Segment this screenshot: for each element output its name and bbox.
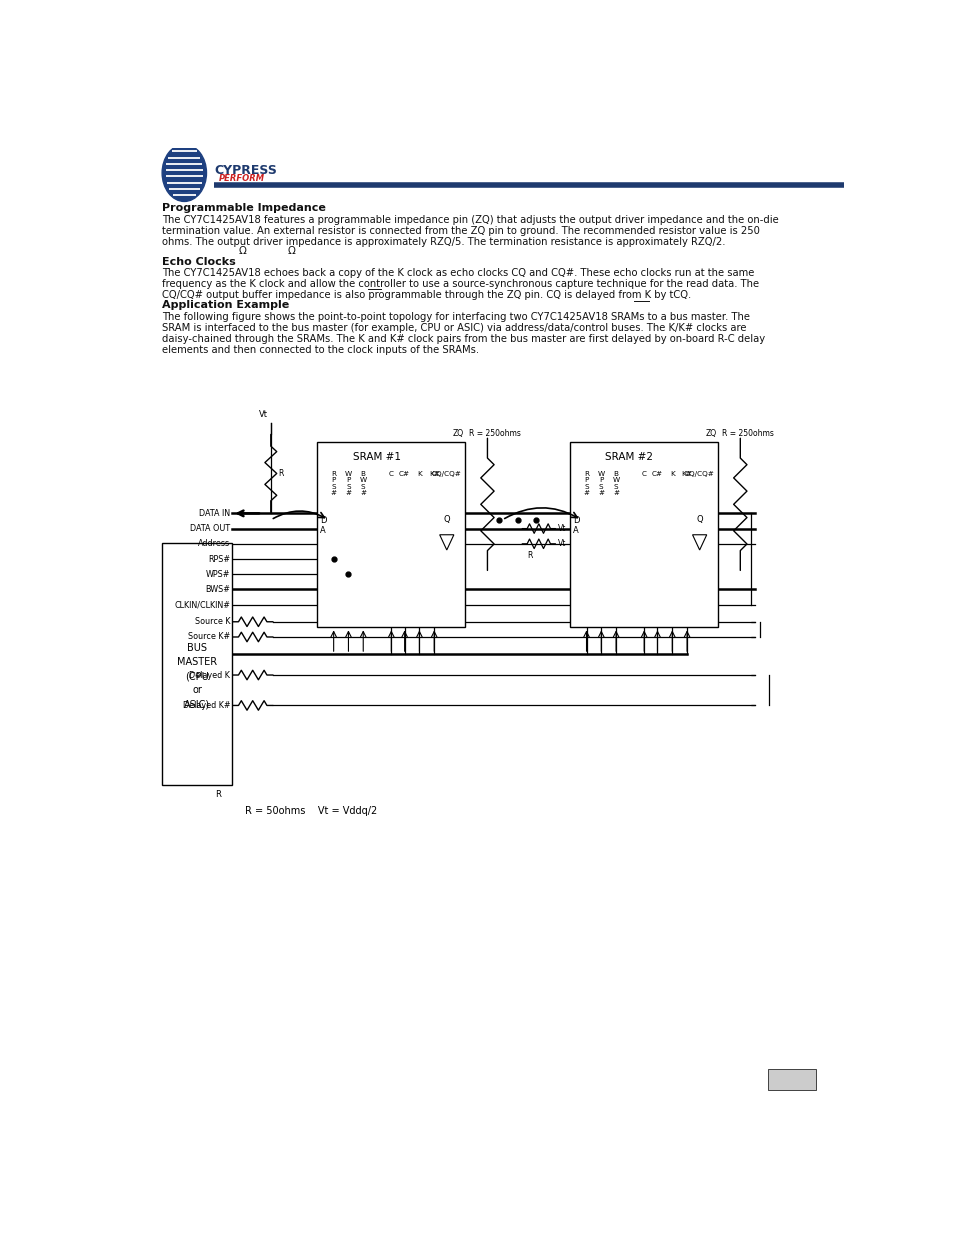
Text: R = 50ohms    Vt = Vddq/2: R = 50ohms Vt = Vddq/2 <box>245 806 376 816</box>
Bar <box>162 543 233 785</box>
Text: D
A: D A <box>319 516 326 535</box>
Text: Q: Q <box>696 515 702 525</box>
Text: Source K: Source K <box>194 618 230 626</box>
Text: C#: C# <box>651 471 662 477</box>
Text: SRAM #2: SRAM #2 <box>605 452 653 462</box>
Text: CQ/CQ#: CQ/CQ# <box>684 471 714 477</box>
Text: The following figure shows the point-to-point topology for interfacing two CY7C1: The following figure shows the point-to-… <box>162 311 749 322</box>
Text: Vt: Vt <box>558 524 565 534</box>
Text: R: R <box>214 790 220 799</box>
Text: BWS#: BWS# <box>205 585 230 594</box>
Text: C#: C# <box>398 471 410 477</box>
Text: WPS#: WPS# <box>206 569 230 579</box>
Text: R: R <box>526 551 532 561</box>
Text: DATA OUT: DATA OUT <box>190 524 230 534</box>
Text: BUS
MASTER
(CPU
or
ASIC): BUS MASTER (CPU or ASIC) <box>177 643 217 709</box>
Text: C: C <box>641 471 646 477</box>
Text: Delayed K#: Delayed K# <box>182 701 230 710</box>
Text: The CY7C1425AV18 features a programmable impedance pin (ZQ) that adjusts the out: The CY7C1425AV18 features a programmable… <box>162 215 778 225</box>
Text: R = 250ohms: R = 250ohms <box>469 430 520 438</box>
Text: CYPRESS: CYPRESS <box>213 163 276 177</box>
Text: K#: K# <box>428 471 439 477</box>
Text: SRAM #1: SRAM #1 <box>353 452 400 462</box>
Text: Echo Clocks: Echo Clocks <box>162 257 235 267</box>
Text: Programmable Impedance: Programmable Impedance <box>162 204 326 214</box>
Text: The CY7C1425AV18 echoes back a copy of the K clock as echo clocks CQ and CQ#. Th: The CY7C1425AV18 echoes back a copy of t… <box>162 268 754 278</box>
Text: Vt: Vt <box>558 540 565 548</box>
Text: Ω: Ω <box>239 246 247 256</box>
Text: W
P
S
#: W P S # <box>598 471 604 496</box>
Text: R
P
S
#: R P S # <box>331 471 336 496</box>
Text: D
A: D A <box>573 516 578 535</box>
Text: CQ/CQ# output buffer impedance is also programmable through the ZQ pin. CQ is de: CQ/CQ# output buffer impedance is also p… <box>162 290 691 300</box>
Text: R
P
S
#: R P S # <box>583 471 589 496</box>
Polygon shape <box>692 535 706 550</box>
Text: ohms. The output driver impedance is approximately R​ZQ/5. The termination resis: ohms. The output driver impedance is app… <box>162 237 725 247</box>
Text: termination value. An external resistor is connected from the ZQ pin to ground. : termination value. An external resistor … <box>162 226 760 236</box>
Text: C: C <box>389 471 394 477</box>
Bar <box>317 442 465 627</box>
Text: CQ/CQ#: CQ/CQ# <box>432 471 461 477</box>
Text: CLKIN/CLKIN#: CLKIN/CLKIN# <box>174 600 230 609</box>
Text: B
W
S
#: B W S # <box>359 471 366 496</box>
Text: PERFORM: PERFORM <box>219 174 265 183</box>
Text: Application Example: Application Example <box>162 300 289 310</box>
Bar <box>570 442 718 627</box>
Text: frequency as the K clock and allow the controller to use a source-synchronous ca: frequency as the K clock and allow the c… <box>162 279 759 289</box>
Text: Delayed K: Delayed K <box>189 671 230 679</box>
Text: RPS#: RPS# <box>208 555 230 563</box>
Circle shape <box>162 144 206 201</box>
Text: K#: K# <box>681 471 692 477</box>
Text: K: K <box>416 471 421 477</box>
Text: K: K <box>669 471 674 477</box>
Text: Vt: Vt <box>258 410 268 419</box>
Text: daisy-chained through the SRAMs. The K and K# clock pairs from the bus master ar: daisy-chained through the SRAMs. The K a… <box>162 333 764 343</box>
Text: R = 250ohms: R = 250ohms <box>721 430 773 438</box>
Text: ZQ: ZQ <box>704 430 716 438</box>
Text: Ω: Ω <box>288 246 295 256</box>
Text: SRAM is interfaced to the bus master (for example, CPU or ASIC) via address/data: SRAM is interfaced to the bus master (fo… <box>162 322 746 332</box>
Text: Address: Address <box>198 540 230 548</box>
Text: Q: Q <box>443 515 450 525</box>
Text: W
P
S
#: W P S # <box>345 471 352 496</box>
Text: R: R <box>278 469 283 478</box>
Polygon shape <box>439 535 454 550</box>
Bar <box>767 1068 816 1089</box>
Text: 9: 9 <box>787 1074 795 1084</box>
Text: DATA IN: DATA IN <box>199 509 230 517</box>
Text: B
W
S
#: B W S # <box>612 471 619 496</box>
Text: elements and then connected to the clock inputs of the SRAMs.: elements and then connected to the clock… <box>162 345 478 354</box>
Text: Source K#: Source K# <box>188 632 230 641</box>
Text: ZQ: ZQ <box>452 430 463 438</box>
